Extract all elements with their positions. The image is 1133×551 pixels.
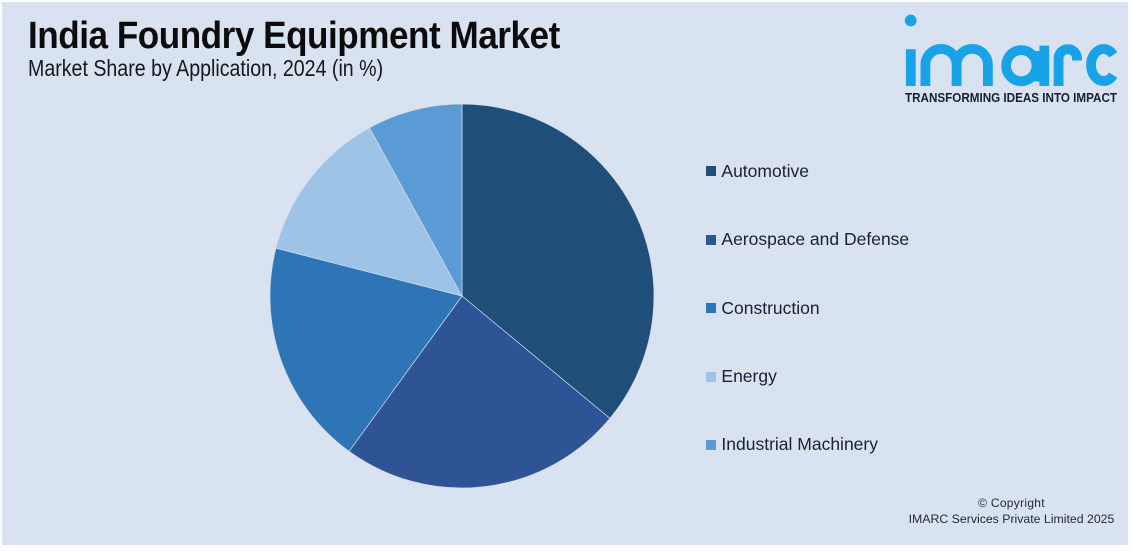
svg-text:TRANSFORMING IDEAS INTO IMPACT: TRANSFORMING IDEAS INTO IMPACT — [905, 91, 1117, 105]
